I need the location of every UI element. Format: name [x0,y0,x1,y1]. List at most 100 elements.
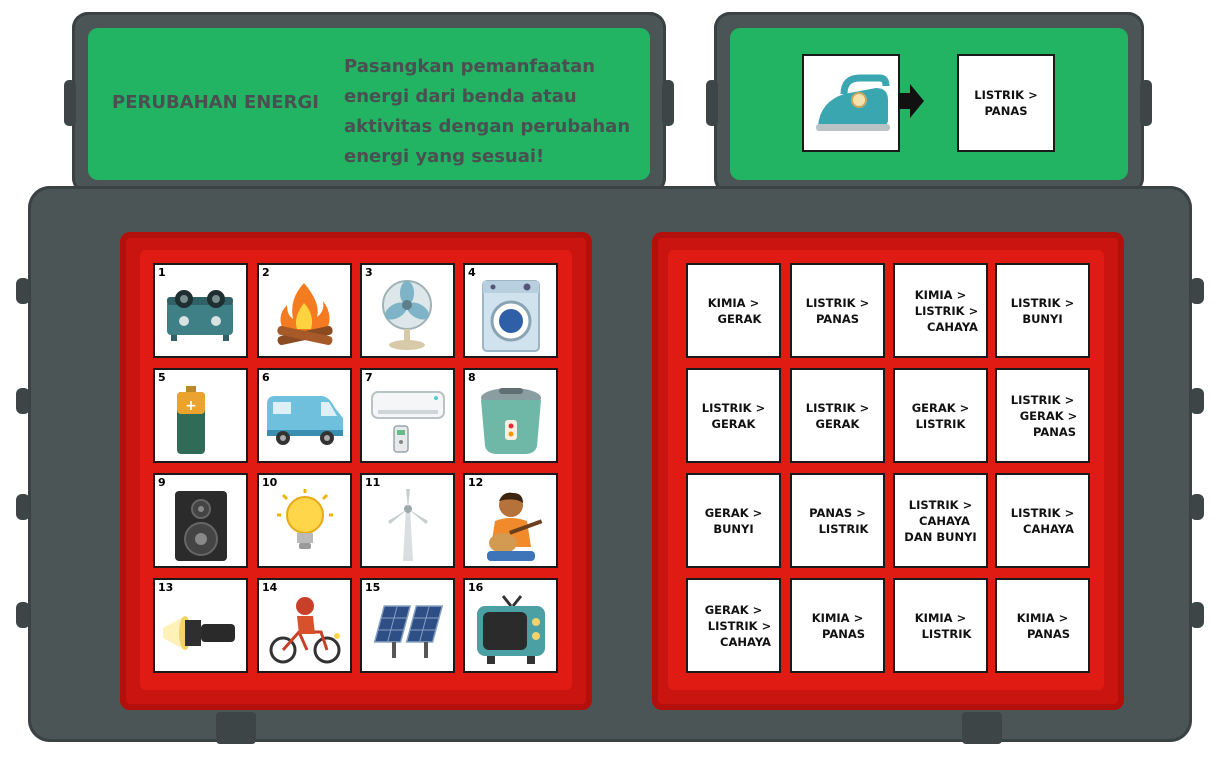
item-number: 12 [468,476,484,489]
speaker-icon [175,491,227,561]
svg-text:+: + [185,398,197,414]
answer-card-text: LISTRIK > CAHAYA DAN BUNYI [904,497,977,544]
light-bulb-icon [277,489,333,549]
item-card-9[interactable]: 9 [153,473,248,568]
item-card-4[interactable]: 4 [463,263,558,358]
answer-card[interactable]: LISTRIK > GERAK [790,368,885,463]
item-number: 11 [365,476,381,489]
header-knob-right [662,80,674,126]
answer-card[interactable]: LISTRIK > BUNYI [995,263,1090,358]
answer-card[interactable]: LISTRIK > GERAK > PANAS [995,368,1090,463]
item-number: 7 [365,371,373,384]
answer-card[interactable]: GERAK > BUNYI [686,473,781,568]
answer-card[interactable]: KIMIA > GERAK [686,263,781,358]
answer-card[interactable]: LISTRIK > CAHAYA [995,473,1090,568]
item-number: 4 [468,266,476,279]
item-card-5[interactable]: 5 + [153,368,248,463]
solar-panel-icon [373,605,444,658]
item-card-3[interactable]: 3 [360,263,455,358]
example-panel [730,28,1128,180]
side-knob [1190,602,1204,628]
wind-turbine-icon [388,489,428,561]
answer-card-text: KIMIA > GERAK [707,295,762,326]
answer-card-text: GERAK > LISTRIK > CAHAYA [704,602,772,649]
item-number: 9 [158,476,166,489]
example-answer-card: LISTRIK > PANAS [957,54,1055,152]
answer-card-text: GERAK > LISTRIK [911,400,970,431]
item-card-10[interactable]: 10 [257,473,352,568]
answer-card-text: GERAK > BUNYI [704,505,763,536]
item-card-2[interactable]: 2 [257,263,352,358]
answer-card[interactable]: GERAK > LISTRIK [893,368,988,463]
rice-cooker-icon [481,388,541,454]
item-card-7[interactable]: 7 [360,368,455,463]
item-card-13[interactable]: 13 [153,578,248,673]
item-number: 5 [158,371,166,384]
answer-card[interactable]: GERAK > LISTRIK > CAHAYA [686,578,781,673]
example-knob-left [706,80,718,126]
answer-card-text: LISTRIK > GERAK [701,400,766,431]
item-card-8[interactable]: 8 [463,368,558,463]
answer-card-text: KIMIA > PANAS [811,610,866,641]
television-icon [477,595,545,664]
guitar-player-icon [487,492,543,561]
item-number: 6 [262,371,270,384]
answer-card[interactable]: LISTRIK > CAHAYA DAN BUNYI [893,473,988,568]
answer-card-text: PANAS > LISTRIK [809,505,869,536]
washing-machine-icon [482,280,540,352]
air-conditioner-icon [371,391,445,453]
example-knob-right [1140,80,1152,126]
item-card-6[interactable]: 6 [257,368,352,463]
example-item-card [802,54,900,152]
answer-card-text: LISTRIK > BUNYI [1010,295,1075,326]
item-number: 10 [262,476,278,489]
clothes-iron-icon [816,74,890,131]
header-panel [88,28,650,180]
answer-card[interactable]: KIMIA > PANAS [790,578,885,673]
instruction-text: Pasangkan pemanfaatan energi dari benda … [344,56,631,167]
side-knob [1190,278,1204,304]
answer-card-text: KIMIA > LISTRIK [914,610,972,641]
header-knob-left [64,80,76,126]
item-card-1[interactable]: 1 [153,263,248,358]
item-number: 16 [468,581,484,594]
answer-card[interactable]: KIMIA > PANAS [995,578,1090,673]
van-icon [267,396,343,445]
item-number: 15 [365,581,381,594]
gas-stove-icon [167,290,233,341]
item-number: 8 [468,371,476,384]
answer-card[interactable]: LISTRIK > PANAS [790,263,885,358]
item-card-11[interactable]: 11 [360,473,455,568]
item-number: 14 [262,581,278,594]
answer-card[interactable]: KIMIA > LISTRIK > CAHAYA [893,263,988,358]
electric-fan-icon [382,280,432,350]
arrow-right-icon [898,84,924,118]
flashlight-icon [163,616,235,650]
answer-card-text: KIMIA > PANAS [1016,610,1071,641]
item-number: 13 [158,581,174,594]
answer-card-text: LISTRIK > PANAS [805,295,870,326]
side-knob [16,602,30,628]
side-knob [16,494,30,520]
board-foot [216,712,256,744]
answer-card-text: KIMIA > LISTRIK > CAHAYA [914,287,979,334]
answer-card[interactable]: PANAS > LISTRIK [790,473,885,568]
item-card-12[interactable]: 12 [463,473,558,568]
side-knob [1190,494,1204,520]
page-title: PERUBAHAN ENERGI [112,92,319,113]
answer-card-text: LISTRIK > CAHAYA [1010,505,1075,536]
item-card-16[interactable]: 16 [463,578,558,673]
battery-icon: + [177,386,205,454]
campfire-icon [277,283,333,345]
answer-card[interactable]: KIMIA > LISTRIK [893,578,988,673]
board-foot [962,712,1002,744]
example-answer-text: LISTRIK > PANAS [974,88,1038,118]
item-card-14[interactable]: 14 [257,578,352,673]
item-number: 3 [365,266,373,279]
answer-card[interactable]: LISTRIK > GERAK [686,368,781,463]
item-card-15[interactable]: 15 [360,578,455,673]
side-knob [16,388,30,414]
item-number: 1 [158,266,166,279]
side-knob [16,278,30,304]
answer-card-text: LISTRIK > GERAK [805,400,870,431]
